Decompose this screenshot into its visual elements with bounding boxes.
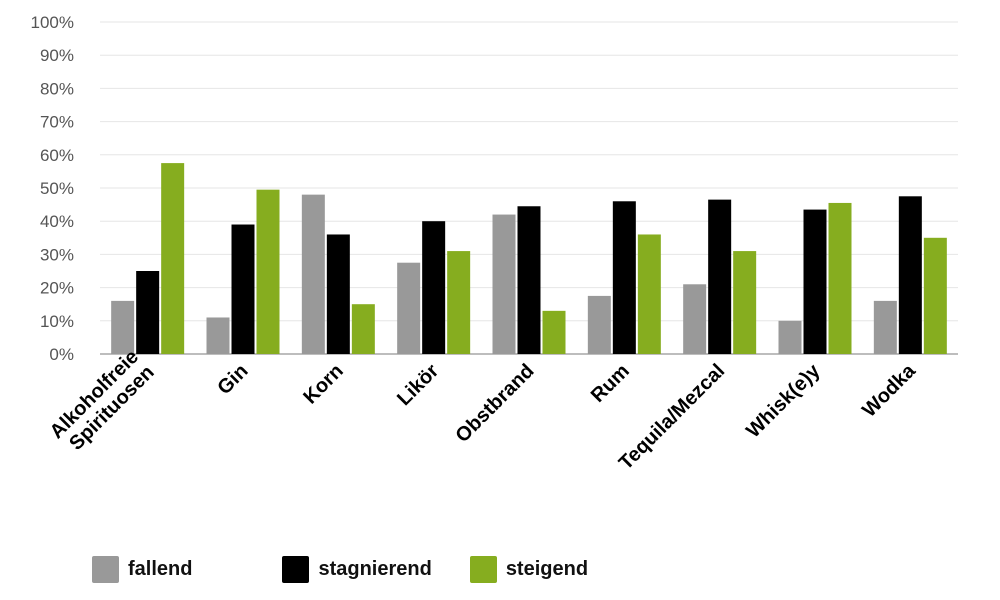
x-tick-label: Likör bbox=[393, 360, 443, 410]
bar-fallend bbox=[778, 320, 802, 354]
legend-swatch-stagnierend bbox=[282, 556, 310, 583]
legend: fallend stagnierend steigend bbox=[92, 556, 626, 583]
x-axis: AlkoholfreieSpirituosen Gin Korn Likör Obstb… bbox=[46, 346, 921, 474]
bar-stagnierend bbox=[612, 201, 636, 354]
legend-item-stagnierend: stagnierend bbox=[282, 556, 432, 583]
y-tick-label: 50% bbox=[40, 179, 74, 198]
x-tick-label: Obstbrand bbox=[451, 360, 538, 447]
bar-fallend bbox=[492, 214, 516, 354]
y-tick-label: 10% bbox=[40, 312, 74, 331]
bar-steigend bbox=[828, 202, 852, 354]
bar-stagnierend bbox=[231, 224, 255, 354]
legend-item-steigend: steigend bbox=[469, 556, 589, 583]
bar-stagnierend bbox=[422, 221, 446, 354]
y-tick-label: 30% bbox=[40, 245, 74, 264]
bar-stagnierend bbox=[136, 271, 160, 354]
y-tick-label: 60% bbox=[40, 146, 74, 165]
y-axis: 0% 10% 20% 30% 40% 50% 60% 70% 80% 90% 100% bbox=[31, 13, 74, 364]
y-tick-label: 40% bbox=[40, 212, 74, 231]
bar-steigend bbox=[637, 234, 661, 354]
bar-fallend bbox=[206, 317, 230, 354]
y-tick-label: 70% bbox=[40, 113, 74, 132]
legend-item-fallend: fallend bbox=[92, 556, 192, 583]
bar-fallend bbox=[683, 284, 707, 354]
bar-stagnierend bbox=[803, 209, 827, 354]
x-tick-label: Korn bbox=[299, 360, 348, 409]
bar-fallend bbox=[301, 194, 325, 354]
bars bbox=[111, 163, 947, 354]
bar-steigend bbox=[733, 251, 757, 354]
x-tick-label: Rum bbox=[587, 360, 634, 407]
bar-stagnierend bbox=[517, 206, 541, 354]
bar-steigend bbox=[542, 310, 566, 354]
y-tick-label: 80% bbox=[40, 79, 74, 98]
legend-swatch-fallend bbox=[92, 556, 119, 583]
bar-steigend bbox=[161, 163, 185, 354]
y-tick-label: 0% bbox=[49, 345, 74, 364]
bar-steigend bbox=[351, 304, 375, 354]
bar-stagnierend bbox=[326, 234, 350, 354]
x-tick-label: Gin bbox=[213, 360, 252, 399]
bar-chart: 0%10%20%30%40%50%60%70%80%90%100% Alkoho… bbox=[31, 13, 958, 474]
bar-fallend bbox=[873, 300, 897, 354]
bar-steigend bbox=[256, 189, 280, 354]
y-tick-label: 20% bbox=[40, 279, 74, 298]
bar-fallend bbox=[397, 262, 421, 354]
bar-steigend bbox=[923, 237, 947, 354]
y-tick-label: 100% bbox=[31, 13, 74, 32]
legend-label-fallend: fallend bbox=[128, 558, 193, 580]
bar-stagnierend bbox=[898, 196, 922, 354]
legend-label-steigend: steigend bbox=[505, 558, 589, 580]
bar-stagnierend bbox=[708, 199, 732, 354]
bar-fallend bbox=[587, 295, 611, 354]
legend-label-stagnierend: stagnierend bbox=[318, 558, 432, 580]
x-tick-label: Wodka bbox=[858, 359, 920, 421]
x-tick-label: Whisk(e)y bbox=[742, 359, 825, 442]
legend-swatch-steigend bbox=[469, 556, 497, 583]
bar-steigend bbox=[447, 251, 471, 354]
y-tick-label: 90% bbox=[40, 46, 74, 65]
bar-fallend bbox=[111, 300, 135, 354]
